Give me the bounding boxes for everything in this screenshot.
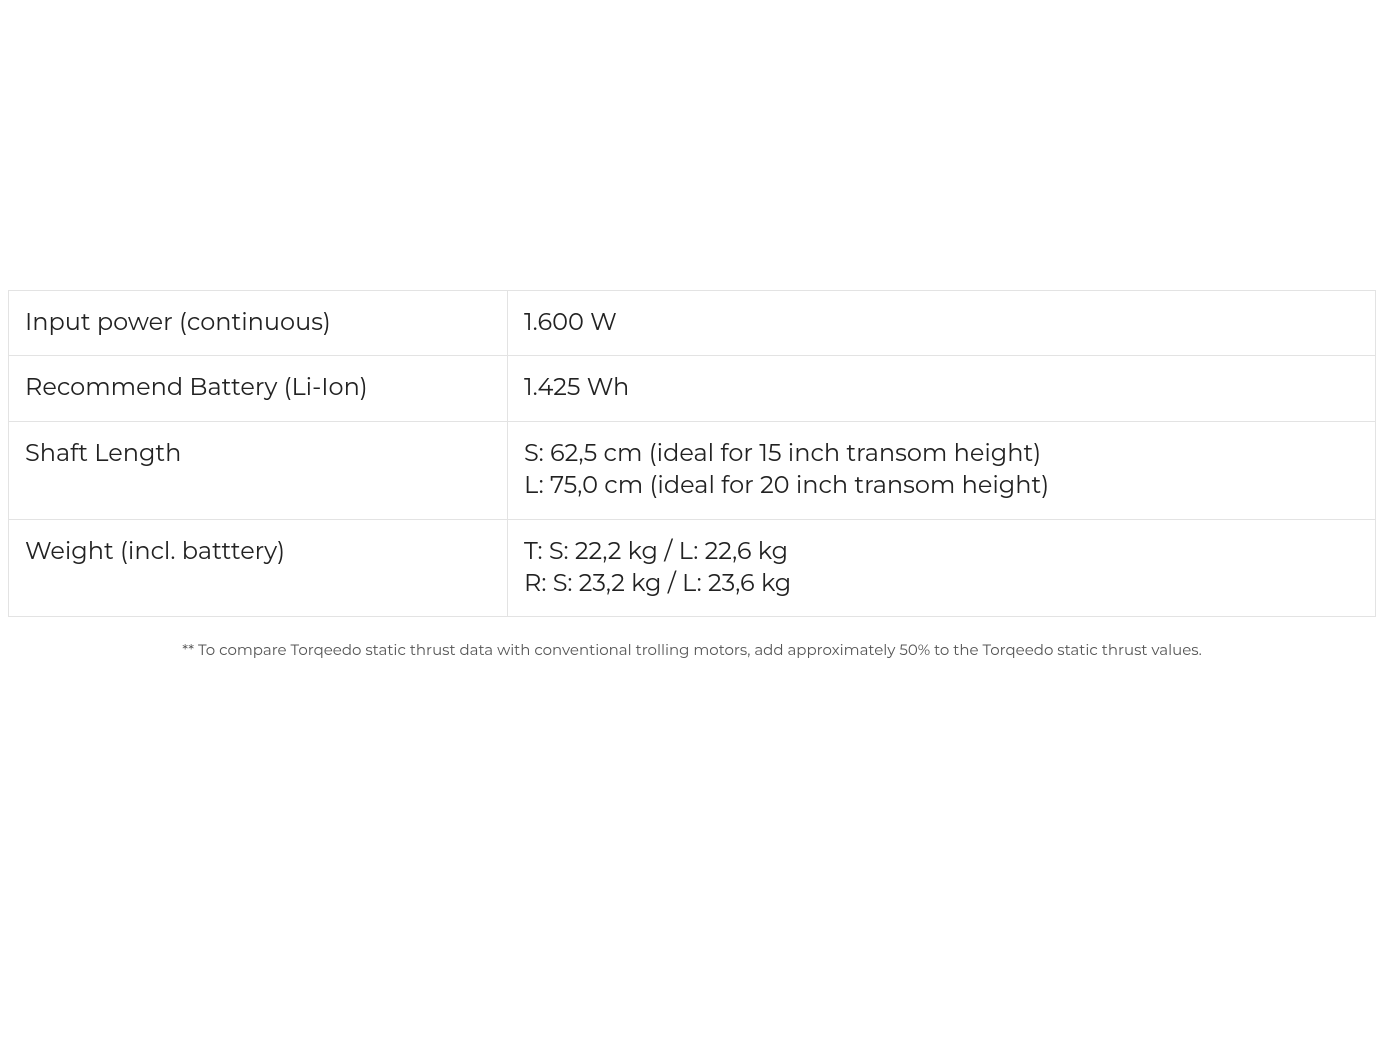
spec-value: S: 62,5 cm (ideal for 15 inch transom he… [508, 421, 1376, 519]
table-row: Weight (incl. batttery) T: S: 22,2 kg / … [9, 519, 1376, 617]
table-row: Input power (continuous) 1.600 W [9, 291, 1376, 356]
spec-label: Recommend Battery (Li-Ion) [9, 356, 508, 421]
spec-value-line: 1.600 W [524, 307, 1359, 339]
table-row: Recommend Battery (Li-Ion) 1.425 Wh [9, 356, 1376, 421]
spec-value: 1.600 W [508, 291, 1376, 356]
spec-value-line: T: S: 22,2 kg / L: 22,6 kg [524, 536, 1359, 568]
spec-label: Weight (incl. batttery) [9, 519, 508, 617]
page: Input power (continuous) 1.600 W Recomme… [0, 0, 1384, 1049]
spec-value-line: 1.425 Wh [524, 372, 1359, 404]
spec-value-line: L: 75,0 cm (ideal for 20 inch transom he… [524, 470, 1359, 502]
footnote-text: ** To compare Torqeedo static thrust dat… [0, 640, 1384, 659]
spec-label: Shaft Length [9, 421, 508, 519]
spec-value: 1.425 Wh [508, 356, 1376, 421]
spec-value: T: S: 22,2 kg / L: 22,6 kg R: S: 23,2 kg… [508, 519, 1376, 617]
spec-table-wrap: Input power (continuous) 1.600 W Recomme… [8, 290, 1376, 617]
spec-table: Input power (continuous) 1.600 W Recomme… [8, 290, 1376, 617]
spec-value-line: R: S: 23,2 kg / L: 23,6 kg [524, 568, 1359, 600]
table-row: Shaft Length S: 62,5 cm (ideal for 15 in… [9, 421, 1376, 519]
spec-label: Input power (continuous) [9, 291, 508, 356]
spec-value-line: S: 62,5 cm (ideal for 15 inch transom he… [524, 438, 1359, 470]
